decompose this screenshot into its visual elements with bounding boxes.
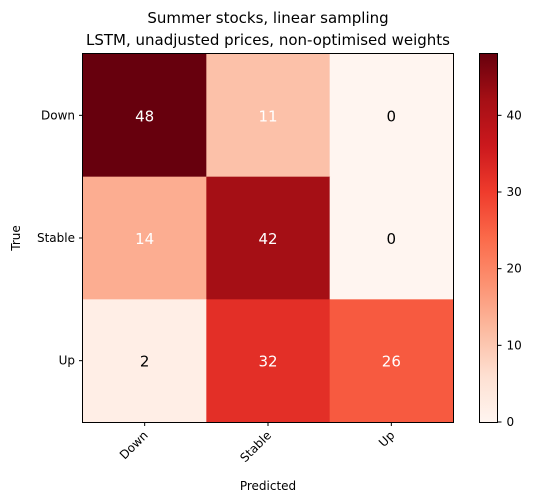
colorbar (480, 54, 498, 423)
x-axis-ticks: Down Stable Up (117, 422, 398, 465)
y-tick-label: Stable (37, 231, 75, 245)
colorbar-tick-label: 20 (507, 262, 522, 276)
chart-subtitle: LSTM, unadjusted prices, non-optimised w… (86, 31, 450, 49)
colorbar-tick-label: 0 (507, 415, 515, 429)
cell-value-label: 14 (135, 230, 154, 248)
cell-value-label: 32 (258, 353, 277, 371)
cell-value-label: 11 (258, 107, 277, 125)
chart-title: Summer stocks, linear sampling (147, 9, 388, 27)
cell-value-label: 26 (382, 353, 401, 371)
y-axis-ticks: Down Stable Up (37, 108, 83, 367)
cell-value-label: 2 (140, 353, 150, 371)
y-tick-label: Down (41, 108, 75, 122)
cell-value-label: 0 (387, 230, 397, 248)
x-axis-label: Predicted (240, 479, 296, 493)
colorbar-ticks: 0 10 20 30 40 (498, 108, 522, 429)
x-tick-label: Stable (237, 428, 274, 465)
x-tick-label: Up (376, 428, 398, 450)
cell-value-label: 48 (135, 107, 154, 125)
x-tick-label: Down (117, 428, 151, 462)
colorbar-tick-label: 10 (507, 338, 522, 352)
cell-value-label: 42 (258, 230, 277, 248)
colorbar-tick-label: 30 (507, 185, 522, 199)
y-axis-label: True (9, 225, 23, 252)
colorbar-tick-label: 40 (507, 108, 522, 122)
cell-value-label: 0 (387, 107, 397, 125)
y-tick-label: Up (59, 354, 75, 368)
